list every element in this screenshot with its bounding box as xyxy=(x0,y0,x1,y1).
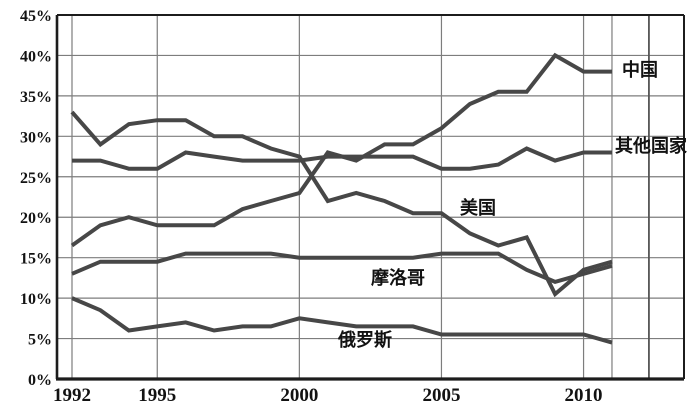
series-label-usa: 美国 xyxy=(460,197,496,218)
series-line-others xyxy=(72,146,612,171)
series-label-china: 中国 xyxy=(622,59,658,80)
y-tick-label: 40% xyxy=(20,48,52,65)
y-tick-label: 10% xyxy=(20,291,52,308)
y-tick-label: 25% xyxy=(20,170,52,187)
series-line-morocco xyxy=(71,251,613,285)
series-label-russia: 俄罗斯 xyxy=(337,329,392,350)
series-line-usa xyxy=(70,110,613,298)
x-tick-label: 2000 xyxy=(280,385,318,406)
x-tick-label: 2010 xyxy=(565,385,603,406)
y-tick-label: 15% xyxy=(20,251,52,268)
x-tick-label: 1992 xyxy=(53,385,91,406)
y-tick-label: 5% xyxy=(28,332,52,349)
x-tick-label: 2005 xyxy=(422,385,460,406)
y-tick-label: 35% xyxy=(20,89,52,106)
y-tick-label: 30% xyxy=(20,129,52,146)
series-line-russia xyxy=(71,296,613,345)
series-label-morocco: 摩洛哥 xyxy=(371,267,425,288)
y-tick-label: 0% xyxy=(28,372,52,389)
x-tick-label: 1995 xyxy=(138,385,176,406)
series-label-others: 其他国家 xyxy=(615,135,688,156)
y-tick-label: 45% xyxy=(20,8,52,25)
y-tick-label: 20% xyxy=(20,210,52,227)
